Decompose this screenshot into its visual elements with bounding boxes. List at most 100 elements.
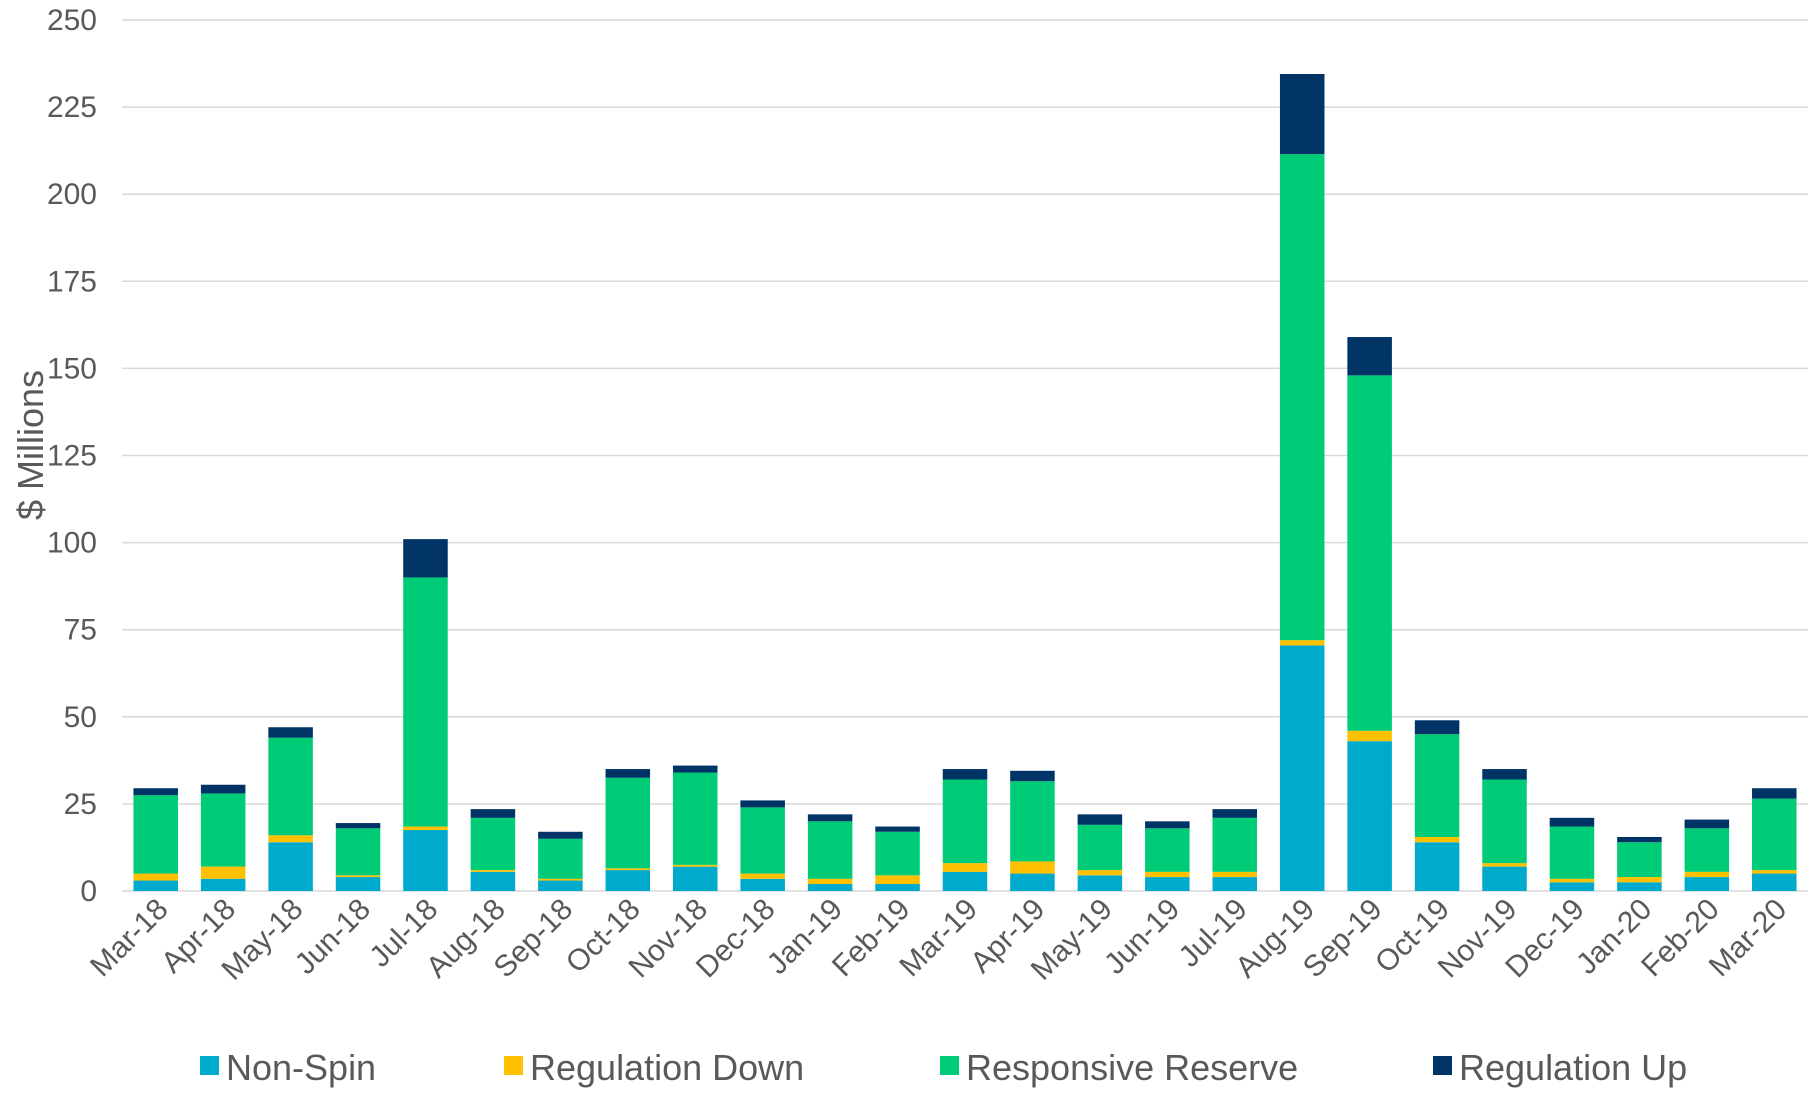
legend: Non-Spin Regulation Down Responsive Reserv…: [200, 1047, 1687, 1088]
bar-segment: [133, 873, 178, 881]
bar-segment: [942, 863, 988, 872]
bar-segment: [403, 577, 448, 827]
bar-segment: [1684, 877, 1730, 891]
bar-segment: [1077, 870, 1123, 876]
bar-segment: [268, 835, 313, 843]
bar-segment: [403, 539, 448, 578]
bar-segment: [335, 875, 381, 878]
legend-label: Non-Spin: [226, 1047, 376, 1088]
bar-segment: [672, 772, 718, 865]
y-tick-label: 150: [47, 352, 97, 385]
bar-segment: [335, 828, 381, 876]
bar-segment: [538, 831, 583, 839]
bar-segment: [875, 831, 920, 876]
bar-segment: [133, 788, 178, 796]
bar-segment: [1347, 741, 1392, 891]
bar-segment: [200, 866, 246, 879]
legend-swatch: [200, 1056, 219, 1075]
bar-segment: [942, 871, 988, 891]
bar-segment: [470, 870, 516, 872]
bar-segment: [1482, 863, 1527, 867]
bar-segment: [1212, 817, 1258, 872]
bar-segment: [538, 878, 583, 881]
bar-segment: [1279, 640, 1325, 646]
bar-segment: [1752, 870, 1797, 874]
bar-segment: [1145, 821, 1190, 829]
legend-swatch: [940, 1056, 959, 1075]
bar-segment: [1549, 882, 1595, 891]
bar-segment: [1010, 873, 1055, 891]
bar-segment: [1482, 779, 1527, 864]
bar-segment: [335, 823, 381, 829]
bar-segment: [1414, 734, 1460, 837]
bar-segment: [605, 870, 651, 891]
bar-segment: [672, 866, 718, 891]
bar-segment: [133, 880, 178, 891]
bar-segment: [403, 830, 448, 891]
legend-label: Regulation Up: [1459, 1047, 1687, 1088]
bar-segment: [470, 871, 516, 891]
bar-segment: [1414, 836, 1460, 843]
y-tick-label: 125: [47, 440, 97, 473]
bar-segment: [268, 842, 313, 891]
bar-segment: [1617, 882, 1662, 891]
bar-segment: [740, 800, 785, 808]
bar-segment: [740, 873, 785, 879]
bar-segment: [1617, 836, 1662, 843]
bar-segment: [1617, 842, 1662, 878]
bar-segment: [875, 884, 920, 891]
bar-segment: [200, 784, 246, 794]
y-tick-label: 200: [47, 178, 97, 211]
bar-segment: [807, 814, 853, 822]
bar-segment: [1279, 154, 1325, 641]
bar-segment: [807, 821, 853, 879]
bar-segment: [740, 878, 785, 891]
gridlines: [122, 19, 1808, 892]
bar-segment: [133, 795, 178, 874]
bar-segment: [672, 864, 718, 867]
y-tick-label: 75: [64, 614, 97, 647]
bar-segment: [1482, 866, 1527, 891]
y-tick-label: 50: [64, 701, 97, 734]
bar-segment: [1212, 809, 1258, 818]
bar-segment: [403, 826, 448, 831]
bar-segment: [268, 737, 313, 836]
bar-segment: [875, 826, 920, 832]
bar-segment: [538, 880, 583, 891]
bar-segment: [200, 878, 246, 891]
y-tick-label: 225: [47, 91, 97, 124]
x-axis-ticks: Mar-18Apr-18May-18Jun-18Jul-18Aug-18Sep-…: [84, 893, 1793, 987]
bar-segment: [1752, 788, 1797, 799]
bar-segment: [1145, 877, 1190, 891]
y-axis-label: $ Millions: [10, 370, 51, 520]
bar-segment: [538, 838, 583, 879]
bar-segment: [1010, 781, 1055, 862]
bar-segment: [1414, 720, 1460, 735]
bar-segment: [1145, 828, 1190, 872]
y-tick-label: 0: [80, 875, 97, 908]
bar-segment: [605, 868, 651, 871]
bar-segment: [1347, 375, 1392, 731]
bar-segment: [1684, 871, 1730, 878]
y-tick-label: 25: [64, 788, 97, 821]
legend-label: Responsive Reserve: [966, 1047, 1298, 1088]
bar-segment: [1279, 645, 1325, 891]
bar-segment: [1752, 798, 1797, 871]
x-tick-label: Mar-18: [84, 893, 175, 984]
y-axis-ticks: 0 25 50 75 100 125 150 175 200 225 250: [47, 4, 97, 908]
bar-segment: [1549, 878, 1595, 883]
bar-segment: [807, 884, 853, 891]
x-tick-label: Jun-18: [289, 893, 377, 981]
bar-segment: [1549, 817, 1595, 827]
bar-segment: [1077, 814, 1123, 825]
bar-segment: [605, 777, 651, 869]
bar-segment: [942, 779, 988, 864]
bar-segment: [1010, 861, 1055, 874]
bar-segment: [268, 727, 313, 738]
bar-segment: [740, 807, 785, 874]
bar-segment: [1684, 828, 1730, 872]
bar-segment: [1549, 826, 1595, 879]
y-tick-label: 100: [47, 527, 97, 560]
bar-segment: [807, 878, 853, 885]
